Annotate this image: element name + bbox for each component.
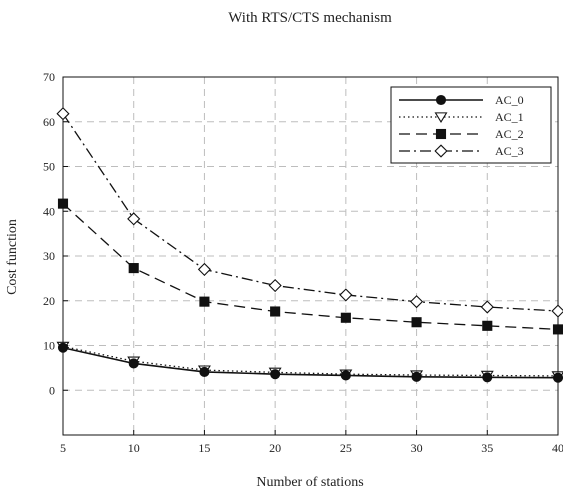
y-tick-label: 40: [43, 204, 55, 218]
y-tick-label: 70: [43, 70, 55, 84]
x-tick-label: 15: [198, 441, 210, 455]
data-point-ac-0: [59, 343, 68, 352]
data-point-ac-0: [341, 371, 350, 380]
series-ac-0: [59, 343, 563, 382]
x-tick-label: 25: [340, 441, 352, 455]
x-tick-label: 30: [411, 441, 423, 455]
data-point-ac-3: [57, 108, 69, 120]
x-axis-label: Number of stations: [256, 475, 363, 490]
data-point-ac-3: [128, 213, 140, 225]
data-point-ac-2: [483, 321, 492, 330]
legend-label-ac-3: AC_3: [495, 144, 524, 158]
y-tick-label: 0: [49, 383, 55, 397]
y-tick-label: 50: [43, 160, 55, 174]
data-point-ac-2: [412, 318, 421, 327]
y-tick-label: 20: [43, 294, 55, 308]
data-point-ac-2: [341, 313, 350, 322]
data-point-ac-2: [271, 307, 280, 316]
legend-marker-ac-2: [437, 130, 446, 139]
data-point-ac-3: [481, 301, 493, 313]
x-tick-label: 5: [60, 441, 66, 455]
x-tick-label: 40: [552, 441, 563, 455]
x-tick-label: 35: [481, 441, 493, 455]
x-tick-label: 10: [128, 441, 140, 455]
chart-title: With RTS/CTS mechanism: [228, 10, 392, 26]
legend-marker-ac-0: [437, 96, 446, 105]
data-point-ac-0: [483, 373, 492, 382]
data-point-ac-3: [199, 264, 211, 276]
data-point-ac-0: [554, 373, 563, 382]
legend-label-ac-2: AC_2: [495, 127, 524, 141]
data-point-ac-0: [412, 372, 421, 381]
data-point-ac-3: [552, 305, 563, 317]
y-tick-label: 30: [43, 249, 55, 263]
data-point-ac-0: [129, 359, 138, 368]
data-point-ac-0: [200, 367, 209, 376]
legend-label-ac-1: AC_1: [495, 110, 524, 124]
data-point-ac-3: [269, 280, 281, 292]
y-axis-label: Cost function: [5, 219, 20, 295]
data-point-ac-0: [271, 370, 280, 379]
data-point-ac-3: [340, 289, 352, 301]
data-point-ac-3: [411, 296, 423, 308]
y-tick-label: 10: [43, 339, 55, 353]
legend-label-ac-0: AC_0: [495, 93, 524, 107]
data-point-ac-2: [554, 325, 563, 334]
legend: AC_0 AC_1 AC_2 AC_3: [391, 87, 551, 163]
y-tick-label: 60: [43, 115, 55, 129]
data-point-ac-2: [129, 264, 138, 273]
data-point-ac-2: [59, 199, 68, 208]
x-tick-label: 20: [269, 441, 281, 455]
data-point-ac-2: [200, 297, 209, 306]
